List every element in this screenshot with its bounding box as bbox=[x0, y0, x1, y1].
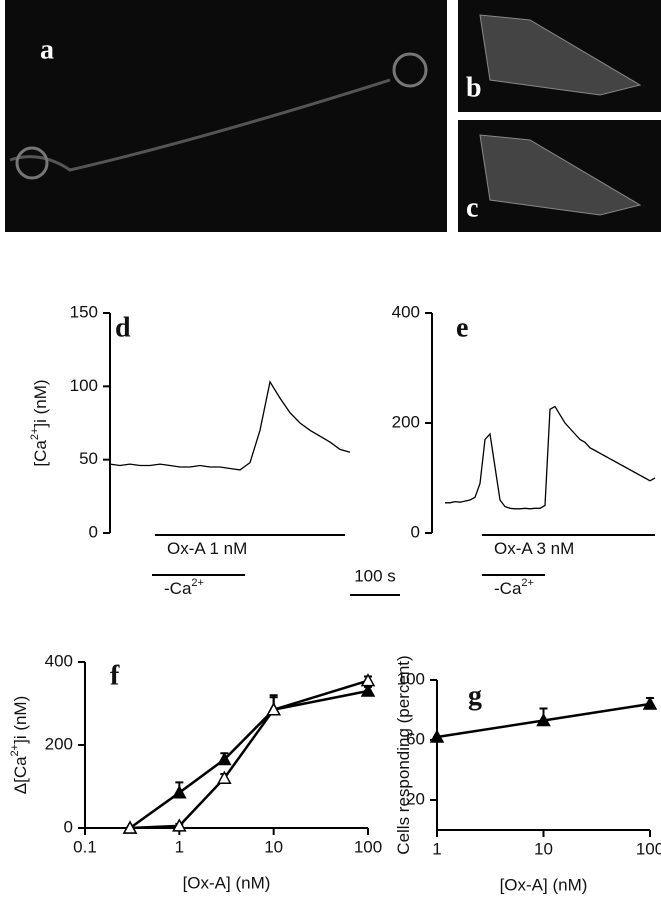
stimulus-label: -Ca2+ bbox=[494, 577, 534, 599]
x-tick-label: 100 bbox=[354, 837, 382, 856]
panel-label: g bbox=[468, 680, 482, 711]
y-axis-label-part: Cells responding (percent) bbox=[394, 655, 413, 854]
x-tick-label: 100 bbox=[636, 839, 661, 858]
x-axis-label: [Ox-A] (nM) bbox=[183, 873, 271, 892]
stimulus-label: -Ca2+ bbox=[164, 577, 204, 599]
stimulus-label-part: Ox-A 3 nM bbox=[494, 539, 574, 558]
y-tick-label: 100 bbox=[397, 669, 425, 688]
y-axis-label-part: ]i (nM) bbox=[31, 379, 50, 427]
y-axis-label-part: 2+ bbox=[9, 744, 21, 757]
y-axis-label-part: [Ca bbox=[31, 440, 50, 467]
x-tick-label: 10 bbox=[264, 837, 283, 856]
x-axis-label: [Ox-A] (nM) bbox=[500, 875, 588, 894]
scale-bar-label: 100 s bbox=[354, 566, 396, 585]
marker bbox=[266, 702, 281, 716]
y-axis-label-part: 2+ bbox=[29, 428, 41, 441]
marker bbox=[122, 820, 138, 834]
stimulus-label: Ox-A 1 nM bbox=[167, 539, 247, 558]
stimulus-label-part: -Ca bbox=[494, 579, 522, 598]
stimulus-label-part: Ox-A 1 nM bbox=[167, 539, 247, 558]
cell-outline bbox=[392, 52, 428, 88]
y-tick-label: 100 bbox=[70, 376, 98, 395]
marker bbox=[360, 683, 376, 697]
cell-outline bbox=[479, 134, 642, 216]
data-line bbox=[129, 689, 369, 830]
cell-outline bbox=[9, 78, 391, 172]
marker bbox=[429, 729, 445, 743]
stimulus-label: Ox-A 3 nM bbox=[494, 539, 574, 558]
y-tick-label: 400 bbox=[45, 651, 73, 670]
y-axis-label-part: ]i (nM) bbox=[11, 696, 30, 744]
y-axis-label: Cells responding (percent) bbox=[394, 655, 413, 854]
panel-label: b bbox=[466, 72, 482, 103]
data-line bbox=[129, 679, 369, 830]
y-axis-label: Δ[Ca2+]i (nM) bbox=[9, 696, 31, 795]
marker bbox=[642, 696, 658, 710]
panel-label: a bbox=[40, 34, 54, 65]
marker bbox=[360, 673, 376, 687]
y-tick-label: 200 bbox=[45, 734, 73, 753]
panel-label: f bbox=[110, 660, 120, 691]
panel-label: c bbox=[466, 192, 478, 223]
y-tick-label: 150 bbox=[70, 302, 98, 321]
image-panel bbox=[5, 0, 447, 232]
x-tick-label: 1 bbox=[175, 837, 184, 856]
marker bbox=[172, 785, 187, 799]
data-line bbox=[109, 380, 351, 471]
data-line bbox=[445, 405, 656, 510]
stimulus-label-part: 2+ bbox=[521, 577, 534, 589]
y-axis-label-part: Δ[Ca bbox=[11, 756, 30, 794]
y-tick-label: 0 bbox=[64, 817, 73, 836]
y-tick-label: 200 bbox=[392, 412, 420, 431]
marker bbox=[536, 712, 551, 727]
cell-outline bbox=[479, 14, 642, 96]
y-tick-label: 400 bbox=[392, 302, 420, 321]
marker bbox=[217, 770, 232, 784]
x-tick-label: 0.1 bbox=[73, 837, 97, 856]
y-axis-label: [Ca2+]i (nM) bbox=[29, 379, 51, 466]
marker bbox=[172, 818, 187, 832]
stimulus-label-part: 2+ bbox=[191, 577, 204, 589]
y-tick-label: 0 bbox=[89, 522, 98, 541]
marker bbox=[217, 751, 232, 766]
stimulus-label-part: -Ca bbox=[164, 579, 192, 598]
x-tick-label: 1 bbox=[432, 839, 441, 858]
y-tick-label: 60 bbox=[406, 729, 425, 748]
panel-label: e bbox=[456, 312, 468, 343]
y-tick-label: 0 bbox=[411, 522, 420, 541]
cell-outline bbox=[15, 146, 49, 180]
panel-label: d bbox=[115, 312, 131, 343]
x-tick-label: 10 bbox=[534, 839, 553, 858]
y-tick-label: 50 bbox=[79, 449, 98, 468]
y-tick-label: 20 bbox=[406, 789, 425, 808]
